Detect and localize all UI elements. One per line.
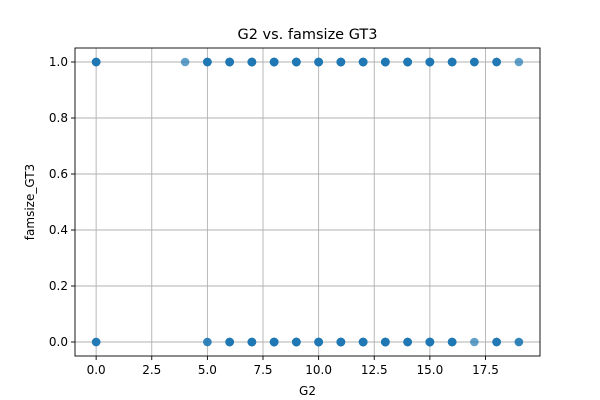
scatter-point (314, 337, 323, 347)
x-tick-label: 7.5 (253, 363, 272, 377)
scatter-points (91, 57, 524, 347)
scatter-point (358, 57, 368, 67)
x-axis-label: G2 (299, 384, 316, 398)
x-tick-label: 15.0 (417, 363, 444, 377)
scatter-point (403, 57, 412, 67)
x-tick-label: 17.5 (472, 363, 499, 377)
x-tick-label: 2.5 (142, 363, 161, 377)
y-tick-label: 0.4 (49, 223, 68, 237)
x-tick-label: 5.0 (198, 363, 217, 377)
y-tick-label: 0.2 (49, 279, 68, 293)
scatter-point (203, 57, 212, 67)
axis-ticks: 0.0 2.5 5.0 7.5 10.0 12.5 15.0 17.5 0.0 0.2 0.4 0.6… (49, 55, 499, 377)
scatter-point (336, 337, 346, 347)
scatter-point (447, 337, 457, 347)
scatter-point (470, 57, 479, 67)
x-tick-label: 10.0 (305, 363, 332, 377)
y-tick-label: 0.6 (49, 167, 68, 181)
scatter-point (247, 57, 257, 67)
scatter-point (403, 337, 412, 347)
scatter-point (203, 337, 212, 347)
chart-title: G2 vs. famsize GT3 (237, 27, 377, 43)
scatter-point (447, 57, 457, 67)
scatter-point (470, 337, 479, 347)
grid-lines (75, 48, 540, 356)
scatter-point (358, 337, 368, 347)
y-tick-label: 1.0 (49, 55, 68, 69)
scatter-point (180, 57, 190, 67)
scatter-point (269, 337, 279, 347)
scatter-point (91, 57, 101, 67)
scatter-point (514, 57, 524, 67)
x-tick-label: 12.5 (361, 363, 388, 377)
y-tick-label: 0.8 (49, 111, 68, 125)
scatter-point (425, 337, 435, 347)
scatter-point (336, 57, 346, 67)
y-axis-label: famsize_GT3 (23, 164, 37, 240)
scatter-point (314, 57, 323, 67)
scatter-point (425, 57, 435, 67)
scatter-point (381, 337, 390, 347)
plot-frame (74, 47, 541, 357)
x-tick-label: 0.0 (87, 363, 106, 377)
y-tick-label: 0.0 (49, 335, 68, 349)
scatter-point (269, 57, 279, 67)
scatter-point (225, 57, 234, 67)
scatter-point (292, 337, 301, 347)
scatter-point (91, 337, 101, 347)
scatter-point (381, 57, 390, 67)
scatter-point (225, 337, 234, 347)
scatter-point (247, 337, 257, 347)
scatter-point (492, 337, 501, 347)
scatter-point (292, 57, 301, 67)
scatter-point (514, 337, 524, 347)
scatter-point (492, 57, 501, 67)
